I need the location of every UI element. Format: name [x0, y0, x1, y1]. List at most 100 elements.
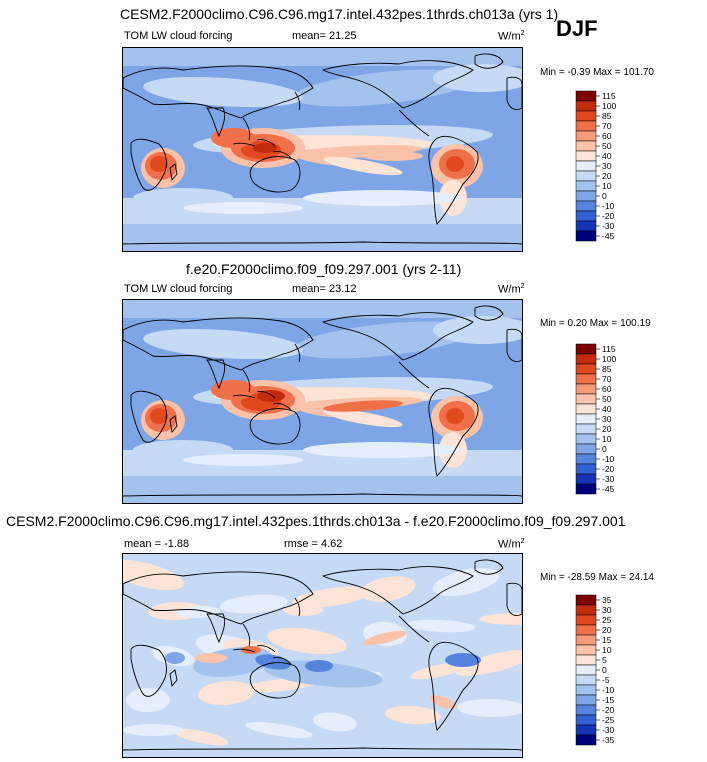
colorbar-tick-label: -20 — [602, 705, 615, 715]
field-patch — [165, 652, 185, 664]
field-patch — [323, 400, 403, 412]
colorbar-swatch — [575, 443, 597, 455]
coastline — [256, 391, 276, 399]
field-patch — [293, 321, 473, 359]
colorbar-tick-label: -30 — [602, 221, 615, 231]
panel1-units-sup: 2 — [520, 30, 525, 37]
panel1-min-value: -0.39 — [567, 67, 591, 78]
colorbar-tick-label: 20 — [602, 171, 612, 181]
colorbar-tick-label: -20 — [602, 464, 615, 474]
map-svg — [123, 48, 522, 251]
panel3-mean-label: mean = — [124, 538, 161, 550]
coastline — [123, 493, 522, 497]
panel1-max-label: Max = — [593, 67, 621, 78]
coastline — [256, 645, 276, 653]
field-patch — [360, 576, 416, 602]
colorbar-swatch — [575, 393, 597, 405]
colorbar-swatch — [575, 230, 597, 242]
coastline — [474, 53, 504, 69]
field-patch — [150, 408, 168, 424]
panel1-units: W/m2 — [498, 30, 525, 43]
colorbar-swatch — [575, 694, 597, 706]
field-patch — [183, 202, 303, 214]
colorbar-tick-label: -30 — [602, 725, 615, 735]
colorbar-tick-label: 50 — [602, 141, 612, 151]
coastline — [321, 566, 474, 615]
colorbar-swatch — [575, 150, 597, 162]
field-patch — [263, 660, 383, 688]
field-patch — [433, 316, 522, 344]
field-patch — [303, 442, 463, 458]
field-patch — [150, 156, 168, 172]
colorbar-tick-label: -10 — [602, 685, 615, 695]
field-patch — [173, 728, 229, 746]
colorbar-tick-label: 15 — [602, 635, 612, 645]
coastline — [398, 109, 430, 137]
colorbar-swatch — [575, 110, 597, 122]
coastline — [206, 107, 226, 138]
colorbar-swatch — [575, 100, 597, 112]
colorbar-swatch — [575, 210, 597, 222]
panel3-minmax: Min = -28.59 Max = 24.14 — [540, 572, 654, 583]
panel2-mean: mean= 23.12 — [292, 283, 357, 295]
coastline — [123, 571, 314, 625]
coastline — [249, 156, 301, 193]
colorbar-tick-label: 40 — [602, 404, 612, 414]
colorbar-swatch — [575, 373, 597, 385]
field-patch — [303, 190, 463, 206]
colorbar-tick-label: 70 — [602, 121, 612, 131]
field-patch — [195, 653, 227, 663]
field-patch — [241, 646, 261, 654]
colorbar-tick-label: 0 — [602, 665, 607, 675]
colorbar-tick-label: 50 — [602, 394, 612, 404]
coastline — [272, 403, 292, 411]
colorbar-swatch — [575, 664, 597, 676]
field-patch — [283, 604, 323, 616]
colorbar-swatch — [575, 684, 597, 696]
colorbar-tick-label: -15 — [602, 695, 615, 705]
coastline — [398, 615, 430, 643]
colorbar-swatch — [575, 383, 597, 395]
colorbar-tick-label: 40 — [602, 151, 612, 161]
colorbar-tick-label: 10 — [602, 181, 612, 191]
panel1-map — [122, 47, 523, 252]
colorbar-swatch — [575, 413, 597, 425]
colorbar-swatch — [575, 624, 597, 636]
coastline — [506, 582, 522, 617]
colorbar-tick-label: 10 — [602, 434, 612, 444]
field-patch — [457, 698, 522, 718]
colorbar-swatch — [575, 200, 597, 212]
colorbar-tick-label: -45 — [602, 231, 615, 241]
coastline — [249, 408, 301, 445]
coastline — [428, 642, 479, 731]
colorbar-swatch — [575, 433, 597, 445]
colorbar-tick-label: 60 — [602, 384, 612, 394]
coastline — [249, 662, 301, 699]
map-svg — [123, 554, 522, 757]
field-patch — [433, 64, 522, 92]
panel3-rmse-value: 4.62 — [321, 538, 343, 550]
field-patch — [133, 188, 233, 208]
panel3-units-sup: 2 — [520, 538, 525, 545]
field-patch — [123, 559, 184, 591]
colorbar-swatch — [575, 594, 597, 606]
panel3-map — [122, 553, 523, 758]
colorbar-swatch — [575, 90, 597, 102]
field-patch — [257, 390, 285, 402]
coastline — [242, 623, 251, 647]
field-patch — [446, 156, 464, 172]
colorbar-tick-label: 85 — [602, 111, 612, 121]
colorbar-swatch — [575, 140, 597, 152]
colorbar-swatch — [575, 644, 597, 656]
coastline — [294, 343, 301, 363]
colorbar-tick-label: 30 — [602, 161, 612, 171]
colorbar-swatch — [575, 483, 597, 495]
coastline — [272, 151, 292, 159]
coastline — [321, 60, 474, 109]
panel2-variable-label: TOM LW cloud forcing — [124, 283, 233, 295]
coastline — [169, 163, 178, 182]
field-patch — [123, 724, 183, 736]
colorbar-tick-label: 70 — [602, 374, 612, 384]
